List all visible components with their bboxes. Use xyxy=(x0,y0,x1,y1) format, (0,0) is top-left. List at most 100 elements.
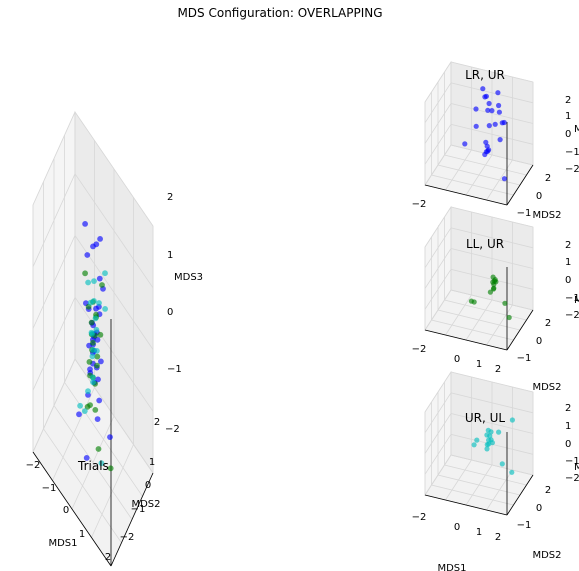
data-point xyxy=(492,121,498,127)
data-point xyxy=(473,106,479,112)
z-tick-label: −1 xyxy=(565,293,579,304)
data-point xyxy=(87,299,94,306)
grid-line xyxy=(437,82,521,186)
z-tick-label: −2 xyxy=(565,310,579,321)
data-point xyxy=(88,319,95,326)
data-point xyxy=(496,102,502,109)
data-point xyxy=(90,339,96,346)
data-point xyxy=(93,326,100,333)
grid-line xyxy=(32,111,154,227)
data-point xyxy=(82,221,88,227)
data-point xyxy=(488,429,494,435)
y-axis-line xyxy=(506,309,534,351)
data-point xyxy=(84,252,91,258)
x-tick-label: −2 xyxy=(412,512,427,523)
z-tick-label: −1 xyxy=(565,147,579,158)
data-point xyxy=(496,109,502,115)
data-point xyxy=(92,315,99,322)
data-point xyxy=(506,314,512,321)
grid-line xyxy=(437,227,521,331)
data-point xyxy=(497,137,503,143)
x-axis-label: MDS1 xyxy=(48,538,77,549)
data-point xyxy=(486,437,492,443)
data-point xyxy=(499,461,505,467)
y-axis-label: MDS2 xyxy=(532,382,561,393)
y-tick-label: 2 xyxy=(545,173,551,184)
data-point xyxy=(94,416,101,422)
subplot-title: UR, UL xyxy=(465,411,506,425)
figure-suptitle: MDS Configuration: OVERLAPPING xyxy=(177,6,382,20)
data-point xyxy=(482,151,488,158)
grid-line xyxy=(444,72,527,176)
data-point xyxy=(484,446,490,452)
data-point xyxy=(486,147,492,153)
subplot-title: LR, UR xyxy=(465,68,505,82)
z-axis-label: MDS3 xyxy=(174,272,203,283)
data-point xyxy=(84,403,91,410)
data-point xyxy=(90,243,96,250)
data-point xyxy=(493,279,499,285)
z-axis-label: MDS3 xyxy=(574,124,579,135)
grid-line xyxy=(64,135,143,497)
data-point xyxy=(83,455,90,461)
data-point xyxy=(102,306,108,312)
grid-line xyxy=(424,61,534,103)
data-point xyxy=(96,397,103,404)
data-point xyxy=(468,298,474,304)
data-point xyxy=(86,359,93,365)
main-3d-axes: −2 −1 0 1 2 −2 −1 0 1 2 −2 −1 0 1 2 MDS1 MDS2 MDS3 Trials xyxy=(26,110,203,567)
data-point xyxy=(94,362,100,369)
grid-line xyxy=(444,382,527,486)
z-tick-label: 2 xyxy=(565,403,571,414)
y-axis-line xyxy=(506,474,534,516)
grid-line xyxy=(424,206,534,248)
z-tick-label: 0 xyxy=(565,275,571,286)
x-axis-line xyxy=(32,451,112,567)
data-point xyxy=(107,434,113,440)
data-point xyxy=(471,442,477,448)
data-point xyxy=(85,279,91,286)
data-point xyxy=(90,379,96,386)
grid-line xyxy=(450,62,534,166)
data-point xyxy=(90,347,97,353)
data-point xyxy=(89,330,95,337)
data-point xyxy=(484,442,490,448)
data-point xyxy=(484,432,490,438)
data-point xyxy=(85,388,91,395)
grid-line xyxy=(450,372,534,476)
x-axis-label: MDS1 xyxy=(437,563,466,571)
x-tick-label: −2 xyxy=(412,344,427,355)
grid-line xyxy=(74,112,154,474)
data-point xyxy=(486,123,492,129)
z-tick-label: −1 xyxy=(565,456,579,467)
data-point xyxy=(94,353,101,360)
y-tick-label: 0 xyxy=(145,480,151,491)
y-tick-label: 0 xyxy=(536,336,542,347)
y-tick-label: −1 xyxy=(517,208,532,219)
subplot-title: LL, UR xyxy=(466,237,504,251)
x-tick-label: 1 xyxy=(476,527,482,538)
data-point xyxy=(82,270,88,277)
z-tick-label: 1 xyxy=(565,421,571,432)
y-tick-label: −2 xyxy=(120,532,135,543)
z-tick-label: 1 xyxy=(565,257,571,268)
annotation-trials: Trials xyxy=(77,459,109,473)
y-tick-label: −1 xyxy=(517,353,532,364)
z-tick-label: 2 xyxy=(565,240,571,251)
data-point xyxy=(485,107,491,113)
x-axis-line xyxy=(424,184,508,206)
data-point xyxy=(501,119,507,126)
y-axis-label: MDS2 xyxy=(532,210,561,221)
z-axis-label: MDS3 xyxy=(574,462,579,473)
z-tick-label: 0 xyxy=(167,307,173,318)
data-point xyxy=(95,446,102,452)
data-point xyxy=(97,236,103,242)
y-tick-label: 2 xyxy=(154,417,160,428)
z-tick-label: 2 xyxy=(167,192,173,203)
x-tick-label: 0 xyxy=(63,505,69,516)
x-tick-label: 1 xyxy=(79,529,85,540)
data-point xyxy=(99,282,105,288)
